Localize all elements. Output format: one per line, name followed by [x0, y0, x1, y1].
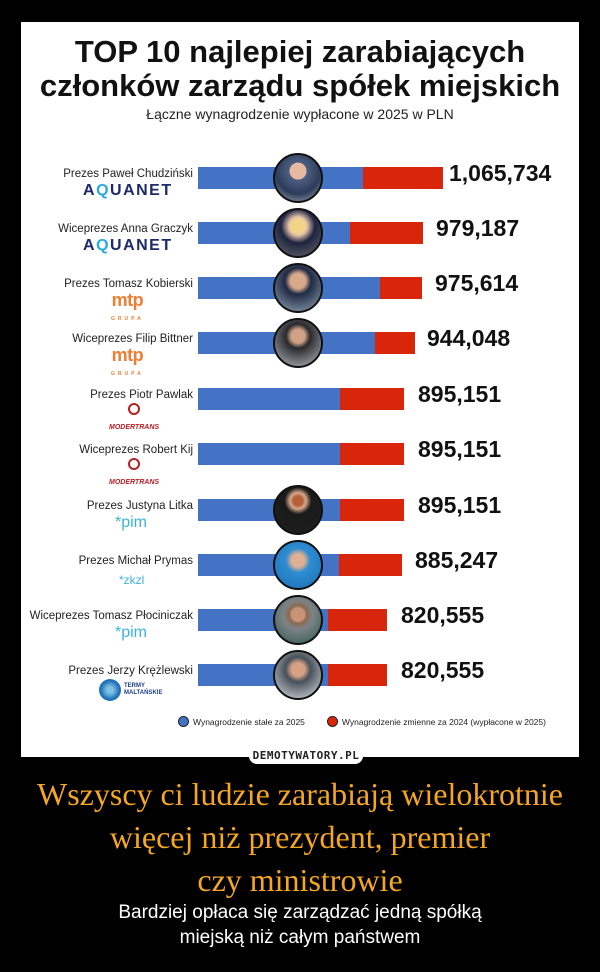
person-photo: [273, 208, 323, 258]
mtp-logo: mtp GRUPA: [111, 290, 144, 322]
chart-row: Prezes Piotr Pawlak MODERTRANS 895,151: [21, 381, 579, 441]
mtp-logo: mtp GRUPA: [111, 345, 144, 377]
chart-row: Prezes Jerzy Krężlewski TERMY MALTAŃSKIE …: [21, 650, 579, 717]
pim-logo: *pim: [115, 624, 148, 641]
bar-fixed: [198, 443, 340, 465]
bar-variable: [340, 388, 404, 410]
bar-variable: [363, 167, 443, 189]
chart-row: Prezes Michał Prymas *zkzl 885,247: [21, 540, 579, 607]
chart-row: Wiceprezes Filip Bittner mtp GRUPA 944,04…: [21, 318, 579, 385]
person-photo: [273, 595, 323, 645]
chart-row: Prezes Paweł Chudziński AQUANET 1,065,73…: [21, 153, 579, 220]
bar-variable: [380, 277, 422, 299]
person-photo: [273, 263, 323, 313]
modertrans-logo: MODERTRANS: [109, 403, 159, 434]
bar-variable: [340, 499, 404, 521]
person-name: Prezes Piotr Pawlak: [90, 389, 193, 401]
person-name: Wiceprezes Robert Kij: [79, 444, 193, 456]
caption-title: Wszyscy ci ludzie zarabiają wielokrotnie…: [37, 776, 563, 898]
total-value: 979,187: [436, 215, 520, 241]
total-value: 895,151: [418, 436, 502, 462]
total-value: 975,614: [435, 270, 519, 296]
person-name: Prezes Jerzy Krężlewski: [68, 665, 193, 677]
bar-variable: [340, 443, 404, 465]
chart-title-line2: członków zarządu spółek miejskich: [39, 68, 561, 103]
person-photo: [273, 485, 323, 535]
total-value: 885,247: [415, 547, 499, 573]
person-photo: [273, 153, 323, 203]
person-photo: [273, 318, 323, 368]
person-photo: [273, 540, 323, 590]
total-value: 1,065,734: [449, 160, 552, 186]
person-name: Wiceprezes Anna Graczyk: [58, 223, 193, 235]
total-value: 895,151: [418, 381, 502, 407]
bar-variable: [328, 664, 387, 686]
person-name: Wiceprezes Filip Bittner: [72, 333, 193, 345]
bar-variable: [350, 222, 423, 244]
legend-label-variable: Wynagrodzenie zmienne za 2024 (wypłacone…: [341, 716, 546, 727]
modertrans-logo: MODERTRANS: [109, 458, 159, 489]
chart-title-line1: TOP 10 najlepiej zarabiających: [74, 34, 526, 69]
infographic-panel: TOP 10 najlepiej zarabiających członków …: [21, 22, 579, 757]
person-name: Prezes Tomasz Kobierski: [64, 278, 193, 290]
person-name: Prezes Paweł Chudziński: [63, 168, 193, 180]
chart-row: Wiceprezes Robert Kij MODERTRANS 895,151: [21, 436, 579, 496]
pim-logo: *pim: [115, 514, 148, 531]
chart-subtitle: Łączne wynagrodzenie wypłacone w 2025 w …: [146, 106, 454, 122]
legend-label-fixed: Wynagrodzenie stałe za 2025: [193, 716, 305, 727]
person-name: Prezes Justyna Litka: [86, 500, 193, 512]
total-value: 820,555: [401, 602, 485, 628]
termy-maltanskie-logo: TERMY MALTAŃSKIE: [99, 679, 162, 701]
demotywatory-logo[interactable]: DEMOTYWATORY.PL: [249, 748, 363, 764]
person-name: Prezes Michał Prymas: [78, 555, 193, 567]
chart-row: Wiceprezes Tomasz Płociniczak *pim 820,5…: [21, 595, 579, 662]
legend-dot-fixed: [178, 716, 189, 727]
aquanet-logo: AQUANET: [83, 237, 173, 254]
total-value: 944,048: [427, 325, 511, 351]
chart-row: Wiceprezes Anna Graczyk AQUANET 979,187: [21, 208, 579, 275]
person-name: Wiceprezes Tomasz Płociniczak: [29, 610, 193, 622]
total-value: 895,151: [418, 492, 502, 518]
chart-row: Prezes Tomasz Kobierski mtp GRUPA 975,614: [21, 263, 579, 330]
chart-legend: Wynagrodzenie stałe za 2025 Wynagrodzeni…: [178, 716, 546, 727]
zkzl-logo: *zkzl: [119, 573, 145, 587]
total-value: 820,555: [401, 657, 485, 683]
chart-row: Prezes Justyna Litka *pim 895,151: [21, 485, 579, 552]
legend-dot-variable: [326, 716, 338, 727]
bar-variable: [375, 332, 415, 354]
bar-fixed: [198, 388, 340, 410]
person-photo: [273, 650, 323, 700]
bar-variable: [339, 554, 402, 576]
bar-variable: [328, 609, 387, 631]
caption-subtitle: Bardziej opłaca się zarządzać jedną spół…: [118, 902, 482, 948]
aquanet-logo: AQUANET: [83, 182, 173, 199]
